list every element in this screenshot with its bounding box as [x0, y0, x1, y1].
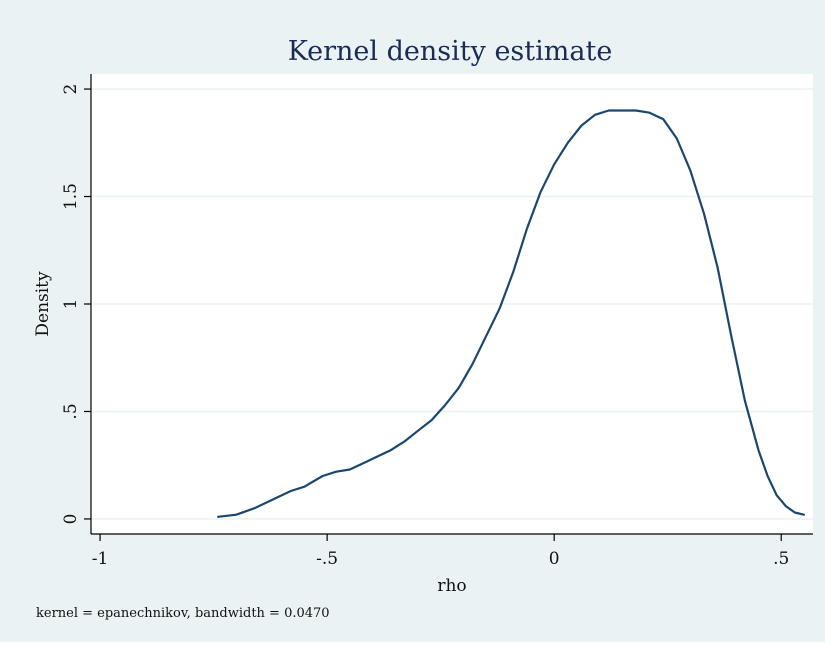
x-tick-label: -1 — [92, 549, 109, 569]
kernel-note: kernel = epanechnikov, bandwidth = 0.047… — [36, 606, 330, 621]
density-curve — [217, 109, 805, 518]
axes: -1 -.5 0 .5 0 .5 1 1.5 2 — [61, 74, 813, 569]
x-tick-label: 0 — [549, 549, 560, 569]
y-tick-label: 1.5 — [61, 183, 81, 210]
y-tick-label: 2 — [61, 84, 81, 95]
y-tick-label: 1 — [61, 299, 81, 310]
y-tick-label: 0 — [61, 514, 81, 525]
x-axis-label: rho — [437, 576, 466, 596]
y-axis-label: Density — [33, 271, 53, 337]
x-tick-label: .5 — [773, 549, 789, 569]
series-layer — [217, 109, 805, 518]
gridlines — [91, 88, 813, 520]
x-tick-label: -.5 — [316, 549, 338, 569]
y-tick-label: .5 — [61, 403, 81, 419]
chart-title: Kernel density estimate — [288, 36, 613, 67]
